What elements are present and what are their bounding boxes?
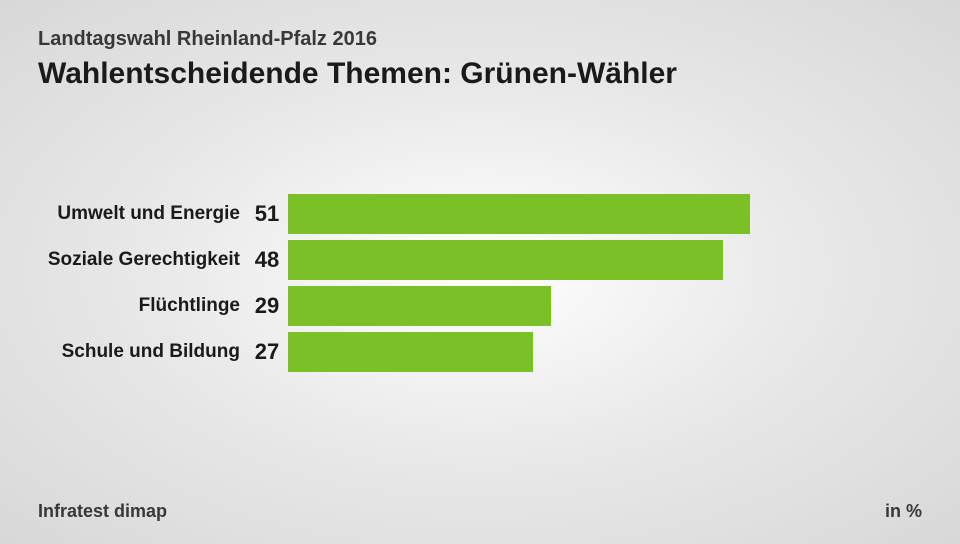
bar-value: 29 bbox=[246, 293, 288, 319]
bar bbox=[288, 194, 750, 234]
bar-track bbox=[288, 194, 922, 234]
source-label: Infratest dimap bbox=[38, 501, 167, 522]
bar-track bbox=[288, 332, 922, 372]
bar bbox=[288, 332, 533, 372]
bar-label: Flüchtlinge bbox=[38, 295, 246, 317]
bar-label: Soziale Gerechtigkeit bbox=[38, 249, 246, 271]
bar-track bbox=[288, 240, 922, 280]
chart-subtitle: Landtagswahl Rheinland-Pfalz 2016 bbox=[38, 28, 922, 51]
bar bbox=[288, 286, 551, 326]
chart-title: Wahlentscheidende Themen: Grünen-Wähler bbox=[38, 57, 922, 91]
bar-label: Umwelt und Energie bbox=[38, 203, 246, 225]
chart-row: Soziale Gerechtigkeit 48 bbox=[38, 238, 922, 282]
bar-track bbox=[288, 286, 922, 326]
chart-row: Schule und Bildung 27 bbox=[38, 330, 922, 374]
bar-value: 51 bbox=[246, 201, 288, 227]
bar bbox=[288, 240, 723, 280]
bar-label: Schule und Bildung bbox=[38, 341, 246, 363]
bar-value: 27 bbox=[246, 339, 288, 365]
chart-row: Umwelt und Energie 51 bbox=[38, 192, 922, 236]
chart-row: Flüchtlinge 29 bbox=[38, 284, 922, 328]
chart-footer: Infratest dimap in % bbox=[38, 501, 922, 522]
chart-header: Landtagswahl Rheinland-Pfalz 2016 Wahlen… bbox=[0, 0, 960, 91]
unit-label: in % bbox=[885, 501, 922, 522]
chart-area: Umwelt und Energie 51 Soziale Gerechtigk… bbox=[38, 192, 922, 376]
bar-value: 48 bbox=[246, 247, 288, 273]
